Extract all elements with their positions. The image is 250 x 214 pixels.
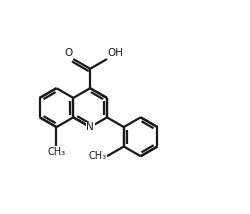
Text: CH₃: CH₃ <box>88 151 106 161</box>
Text: OH: OH <box>108 48 124 58</box>
Text: N: N <box>86 122 94 132</box>
Text: O: O <box>64 48 72 58</box>
Text: CH₃: CH₃ <box>48 147 66 157</box>
